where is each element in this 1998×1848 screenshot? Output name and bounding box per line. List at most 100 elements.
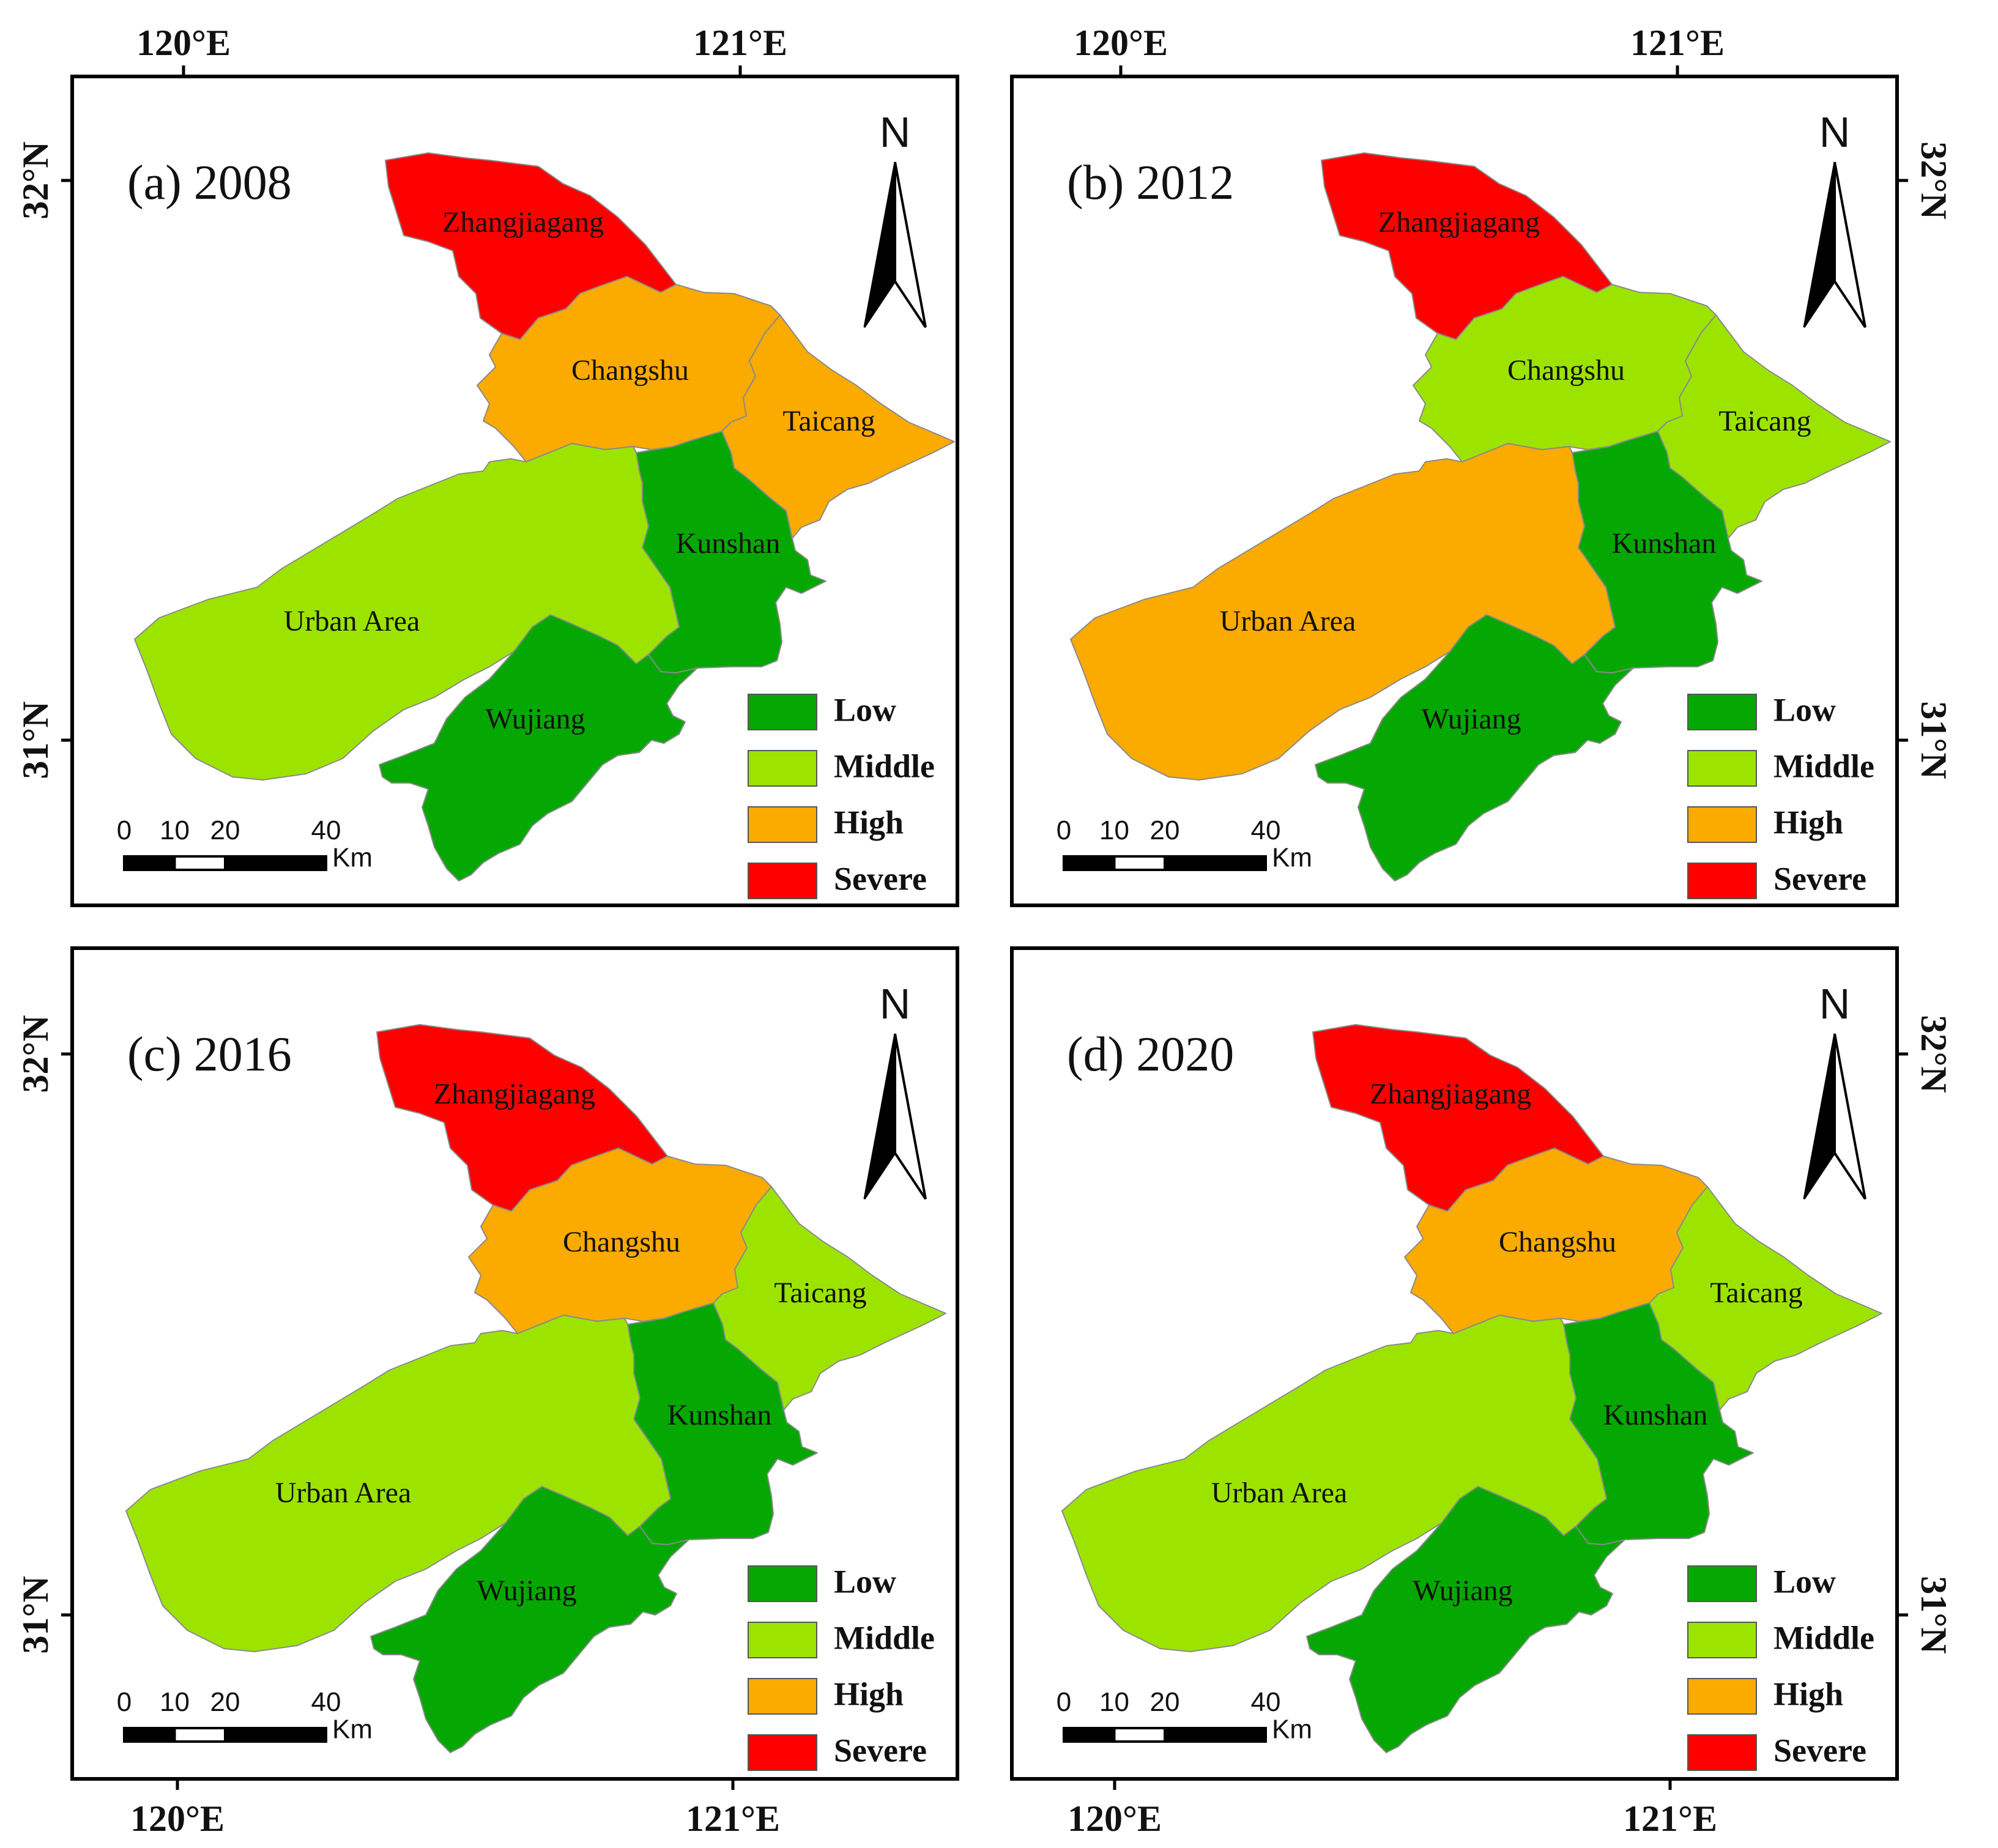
legend: Low Middle High Severe <box>1687 1563 1874 1771</box>
lon-tick-label: 120°E <box>130 1798 225 1839</box>
region-label-taicang: Taicang <box>1710 1277 1802 1309</box>
scale-tick-label: 0 <box>1057 1687 1071 1717</box>
scale-tick-label: 0 <box>117 1687 132 1717</box>
region-label-zhangjiagang: Zhangjiagang <box>1378 206 1540 239</box>
scale-tick-label: 10 <box>160 1687 190 1717</box>
region-label-wujiang: Wujiang <box>1413 1575 1512 1607</box>
lat-tick-label: 32°N <box>15 141 56 219</box>
scale-unit-label: Km <box>332 843 373 873</box>
region-label-zhangjiagang: Zhangjiagang <box>434 1078 595 1110</box>
map-panel-a: Zhangjiagang Changshu Taicang Kunshan Urban … <box>15 23 959 907</box>
region-label-wujiang: Wujiang <box>1421 703 1521 735</box>
region-label-changshu: Changshu <box>571 354 689 387</box>
scale-unit-label: Km <box>1272 1715 1312 1745</box>
region-layer: Zhangjiagang Changshu Taicang Kunshan Urban … <box>125 1024 946 1753</box>
region-wujiang <box>370 1486 689 1753</box>
legend-label-middle: Middle <box>1773 1619 1874 1656</box>
legend-label-high: High <box>1773 804 1843 841</box>
region-label-urban: Urban Area <box>1211 1477 1348 1509</box>
legend-swatch-severe <box>748 1734 817 1771</box>
region-label-kunshan: Kunshan <box>1603 1399 1708 1431</box>
scale-tick-label: 0 <box>1057 815 1071 845</box>
legend-swatch-middle <box>748 750 817 787</box>
legend-label-high: High <box>834 1675 904 1712</box>
legend-label-severe: Severe <box>834 860 927 897</box>
region-wujiang <box>1306 1486 1625 1753</box>
legend: Low Middle High Severe <box>1687 691 1874 899</box>
legend-swatch-high <box>1687 806 1757 843</box>
scale-tick-label: 40 <box>1251 1687 1281 1717</box>
north-arrow-icon: N <box>863 980 927 1200</box>
legend: Low Middle High Severe <box>748 691 935 899</box>
legend-label-high: High <box>1773 1675 1843 1712</box>
lon-tick-label: 121°E <box>1630 23 1725 63</box>
legend-label-high: High <box>834 804 904 841</box>
legend-label-low: Low <box>834 691 896 728</box>
legend-swatch-severe <box>748 863 817 899</box>
region-urban <box>1070 443 1616 781</box>
legend-swatch-severe <box>1687 1734 1757 1771</box>
region-label-taicang: Taicang <box>774 1277 866 1309</box>
lat-tick-label: 32°N <box>1914 1015 1954 1093</box>
map-panel-b: Zhangjiagang Changshu Taicang Kunshan Urban … <box>1010 23 1954 907</box>
legend-label-severe: Severe <box>1773 1732 1866 1768</box>
region-label-changshu: Changshu <box>1507 354 1625 387</box>
scale-tick-label: 10 <box>1099 1687 1129 1717</box>
legend-label-middle: Middle <box>834 748 935 784</box>
map-panel-c: Zhangjiagang Changshu Taicang Kunshan Urban … <box>15 946 959 1839</box>
scale-tick-label: 20 <box>210 1687 240 1717</box>
legend-swatch-middle <box>1687 1622 1757 1658</box>
region-label-kunshan: Kunshan <box>667 1399 772 1431</box>
lon-tick-label: 120°E <box>136 23 231 63</box>
north-label: N <box>880 980 911 1028</box>
north-arrow-icon: N <box>1803 980 1866 1200</box>
region-label-wujiang: Wujiang <box>485 703 585 735</box>
scale-tick-label: 20 <box>1150 1687 1180 1717</box>
lon-tick-label: 121°E <box>686 1798 780 1839</box>
scale-tick-label: 10 <box>1099 815 1129 845</box>
region-layer: Zhangjiagang Changshu Taicang Kunshan Urban … <box>134 152 955 881</box>
legend-label-middle: Middle <box>1773 748 1874 784</box>
legend-swatch-low <box>748 1565 817 1602</box>
scale-unit-label: Km <box>1272 843 1312 873</box>
region-layer: Zhangjiagang Changshu Taicang Kunshan Urban … <box>1070 152 1891 881</box>
scale-unit-label: Km <box>332 1715 373 1745</box>
legend-swatch-low <box>1687 694 1757 730</box>
legend-label-low: Low <box>1773 691 1836 728</box>
region-label-wujiang: Wujiang <box>477 1575 576 1607</box>
legend-label-severe: Severe <box>834 1732 927 1768</box>
panel-title: (d) 2020 <box>1067 1028 1234 1082</box>
north-arrow-icon: N <box>1803 108 1866 328</box>
region-label-zhangjiagang: Zhangjiagang <box>1370 1078 1531 1110</box>
region-urban <box>125 1315 671 1652</box>
north-label: N <box>880 108 911 156</box>
region-urban <box>134 443 680 781</box>
region-label-urban: Urban Area <box>284 605 420 637</box>
scale-tick-label: 40 <box>1251 815 1281 845</box>
north-arrow-icon: N <box>863 108 927 328</box>
lat-tick-label: 31°N <box>1914 701 1954 779</box>
lat-tick-label: 32°N <box>15 1015 56 1093</box>
legend-swatch-middle <box>1687 750 1757 787</box>
legend-label-middle: Middle <box>834 1619 935 1656</box>
lon-tick-label: 121°E <box>1623 1798 1717 1839</box>
scale-tick-label: 20 <box>210 815 240 845</box>
legend-label-low: Low <box>834 1563 896 1600</box>
lon-tick-label: 120°E <box>1068 1798 1162 1839</box>
legend-swatch-high <box>1687 1678 1757 1715</box>
legend-swatch-severe <box>1687 863 1757 899</box>
region-label-kunshan: Kunshan <box>676 527 781 560</box>
scale-tick-label: 20 <box>1150 815 1180 845</box>
lat-tick-label: 31°N <box>1914 1576 1954 1653</box>
north-label: N <box>1819 108 1851 156</box>
lat-tick-label: 32°N <box>1914 141 1954 219</box>
region-label-urban: Urban Area <box>275 1477 412 1509</box>
region-wujiang <box>379 614 698 881</box>
region-label-taicang: Taicang <box>782 405 875 437</box>
region-label-urban: Urban Area <box>1220 605 1356 637</box>
scale-tick-label: 40 <box>311 1687 341 1717</box>
